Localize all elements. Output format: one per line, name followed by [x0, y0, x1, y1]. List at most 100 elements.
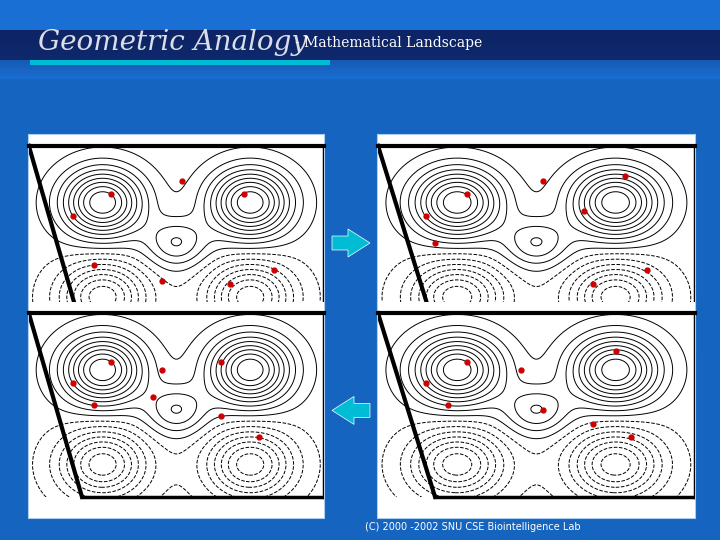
Bar	[0, 24, 720, 25]
Bar	[0, 301, 720, 302]
Bar	[0, 327, 720, 328]
Bar	[0, 453, 720, 454]
Bar	[0, 210, 720, 211]
Bar	[0, 437, 720, 438]
Bar	[0, 438, 720, 439]
Bar	[0, 99, 720, 100]
Bar	[0, 403, 720, 404]
Bar	[0, 491, 720, 492]
Bar	[0, 48, 720, 49]
Bar	[0, 226, 720, 227]
Bar	[0, 104, 720, 105]
Bar	[0, 252, 720, 253]
Bar	[0, 245, 720, 246]
Bar	[0, 315, 720, 316]
Bar	[0, 256, 720, 257]
Bar	[0, 514, 720, 515]
Bar	[0, 441, 720, 442]
Bar	[0, 309, 720, 310]
Bar	[0, 321, 720, 322]
Bar	[0, 125, 720, 126]
Polygon shape	[332, 229, 370, 257]
Bar	[0, 145, 720, 146]
Bar	[0, 263, 720, 264]
Bar	[0, 473, 720, 474]
Bar	[0, 336, 720, 337]
Bar	[0, 241, 720, 242]
Bar	[0, 179, 720, 180]
Bar	[0, 253, 720, 254]
Bar	[0, 359, 720, 360]
Bar	[0, 189, 720, 190]
Bar	[0, 385, 720, 386]
Bar	[0, 482, 720, 483]
Bar	[0, 485, 720, 486]
Bar	[0, 165, 720, 166]
Bar	[0, 16, 720, 17]
Bar	[0, 411, 720, 412]
Bar	[0, 249, 720, 250]
Bar	[0, 396, 720, 397]
Bar	[0, 463, 720, 464]
Bar	[0, 300, 720, 301]
Bar	[0, 167, 720, 168]
Bar	[0, 237, 720, 238]
Bar	[0, 225, 720, 226]
Bar	[0, 131, 720, 132]
Bar	[0, 398, 720, 399]
Bar	[0, 330, 720, 331]
Bar	[0, 130, 720, 131]
Bar	[0, 393, 720, 394]
Bar	[0, 173, 720, 174]
Bar	[0, 388, 720, 389]
Bar	[0, 92, 720, 93]
Bar	[0, 231, 720, 232]
Bar	[0, 373, 720, 374]
Bar	[0, 372, 720, 373]
Bar	[0, 341, 720, 342]
Bar	[0, 129, 720, 130]
Bar	[0, 496, 720, 497]
Bar	[0, 283, 720, 284]
Bar	[0, 486, 720, 487]
Bar	[0, 144, 720, 145]
Bar	[0, 478, 720, 479]
Bar	[0, 427, 720, 428]
Bar	[0, 150, 720, 151]
Polygon shape	[29, 329, 324, 351]
Bar	[0, 207, 720, 208]
Bar	[0, 536, 720, 537]
Bar	[0, 474, 720, 475]
Bar	[0, 26, 720, 27]
Bar	[0, 156, 720, 157]
Bar	[0, 397, 720, 398]
Bar	[0, 481, 720, 482]
Bar	[0, 78, 720, 79]
Bar	[0, 524, 720, 525]
Bar	[0, 194, 720, 195]
Bar	[0, 29, 720, 30]
Bar	[0, 117, 720, 118]
Bar	[0, 361, 720, 362]
Bar	[0, 368, 720, 369]
Bar	[0, 49, 720, 50]
Bar	[0, 80, 720, 81]
Bar	[0, 395, 720, 396]
Bar	[0, 103, 720, 104]
Bar	[0, 319, 720, 320]
Bar	[0, 135, 720, 136]
Bar	[0, 305, 720, 306]
Bar	[0, 172, 720, 173]
Bar	[0, 332, 720, 333]
Bar	[0, 461, 720, 462]
Bar	[0, 182, 720, 183]
Bar	[0, 191, 720, 192]
Bar	[0, 12, 720, 13]
Bar	[0, 36, 720, 37]
Bar	[0, 539, 720, 540]
Bar	[0, 251, 720, 252]
Bar	[0, 4, 720, 5]
Bar	[0, 337, 720, 338]
Bar	[0, 349, 720, 350]
Bar	[0, 425, 720, 426]
